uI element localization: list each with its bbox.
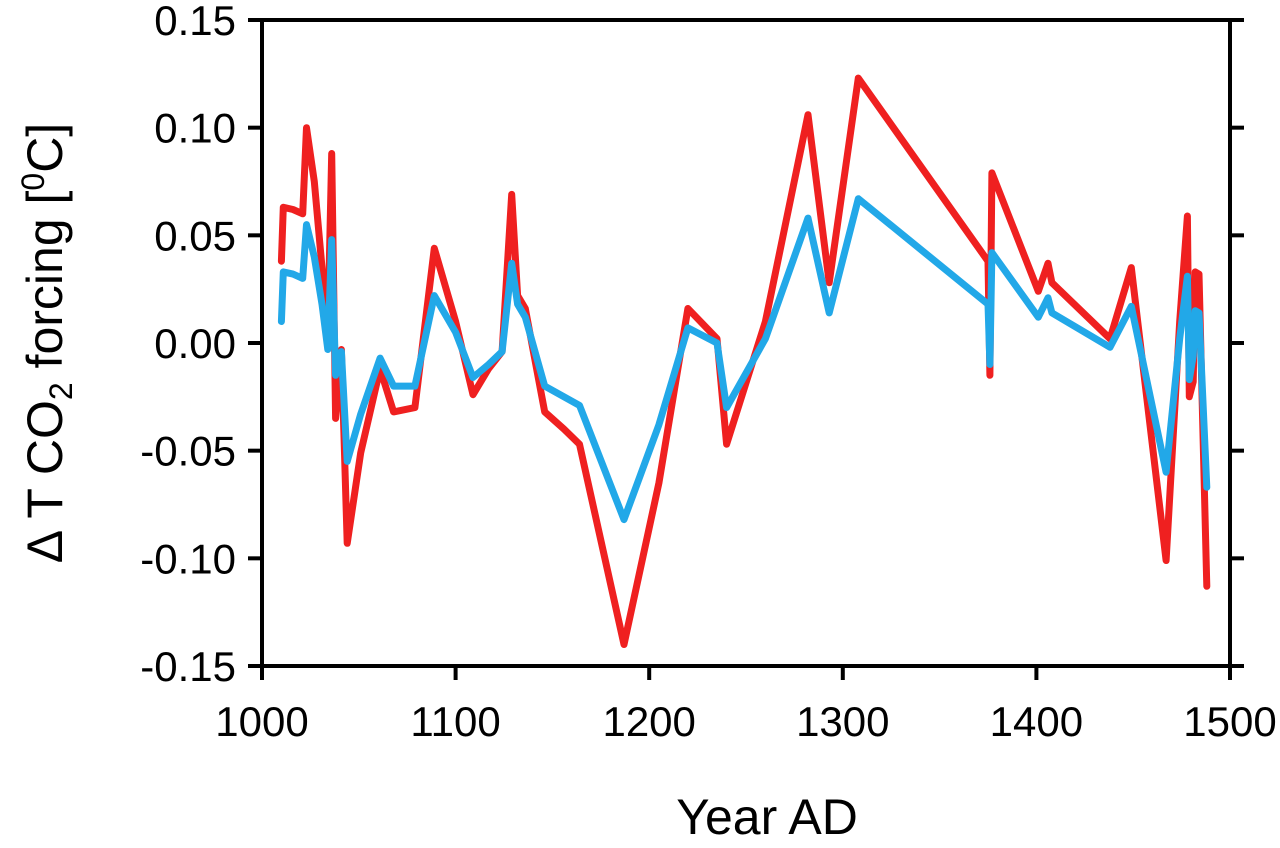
y-axis-title-mid: forcing [ (17, 190, 73, 382)
y-axis-title-sup: 0 (15, 173, 51, 191)
y-axis-title: Δ T CO2 forcing [0C] (15, 123, 79, 563)
y-axis-title-sub: 2 (43, 382, 79, 400)
plot-frame (260, 18, 1232, 668)
series-layer (277, 74, 1211, 648)
x-tick-label: 1000 (215, 698, 308, 745)
y-tick-label: 0.05 (154, 212, 236, 259)
y-tick-label: 0.00 (154, 320, 236, 367)
x-tick-label: 1500 (1183, 698, 1276, 745)
y-axis: -0.15 -0.10 -0.05 0.00 0.05 0.10 0.15 (140, 0, 1244, 690)
x-axis: 1000 1100 1200 1300 1400 1500 (215, 666, 1277, 745)
y-tick-label: 0.15 (154, 0, 236, 44)
x-axis-title: Year AD (676, 789, 858, 845)
y-tick-label: -0.15 (140, 643, 236, 690)
y-tick-label: 0.10 (154, 105, 236, 152)
x-tick-label: 1200 (602, 698, 695, 745)
x-tick-label: 1100 (410, 698, 500, 745)
y-axis-title-post: C] (17, 123, 73, 173)
x-tick-label: 1300 (796, 698, 889, 745)
x-tick-label: 1400 (990, 698, 1083, 745)
y-axis-title-pre: Δ T CO (17, 400, 73, 563)
y-tick-label: -0.05 (140, 428, 236, 475)
series-line-2 (277, 195, 1211, 524)
y-tick-label: -0.10 (140, 535, 236, 582)
